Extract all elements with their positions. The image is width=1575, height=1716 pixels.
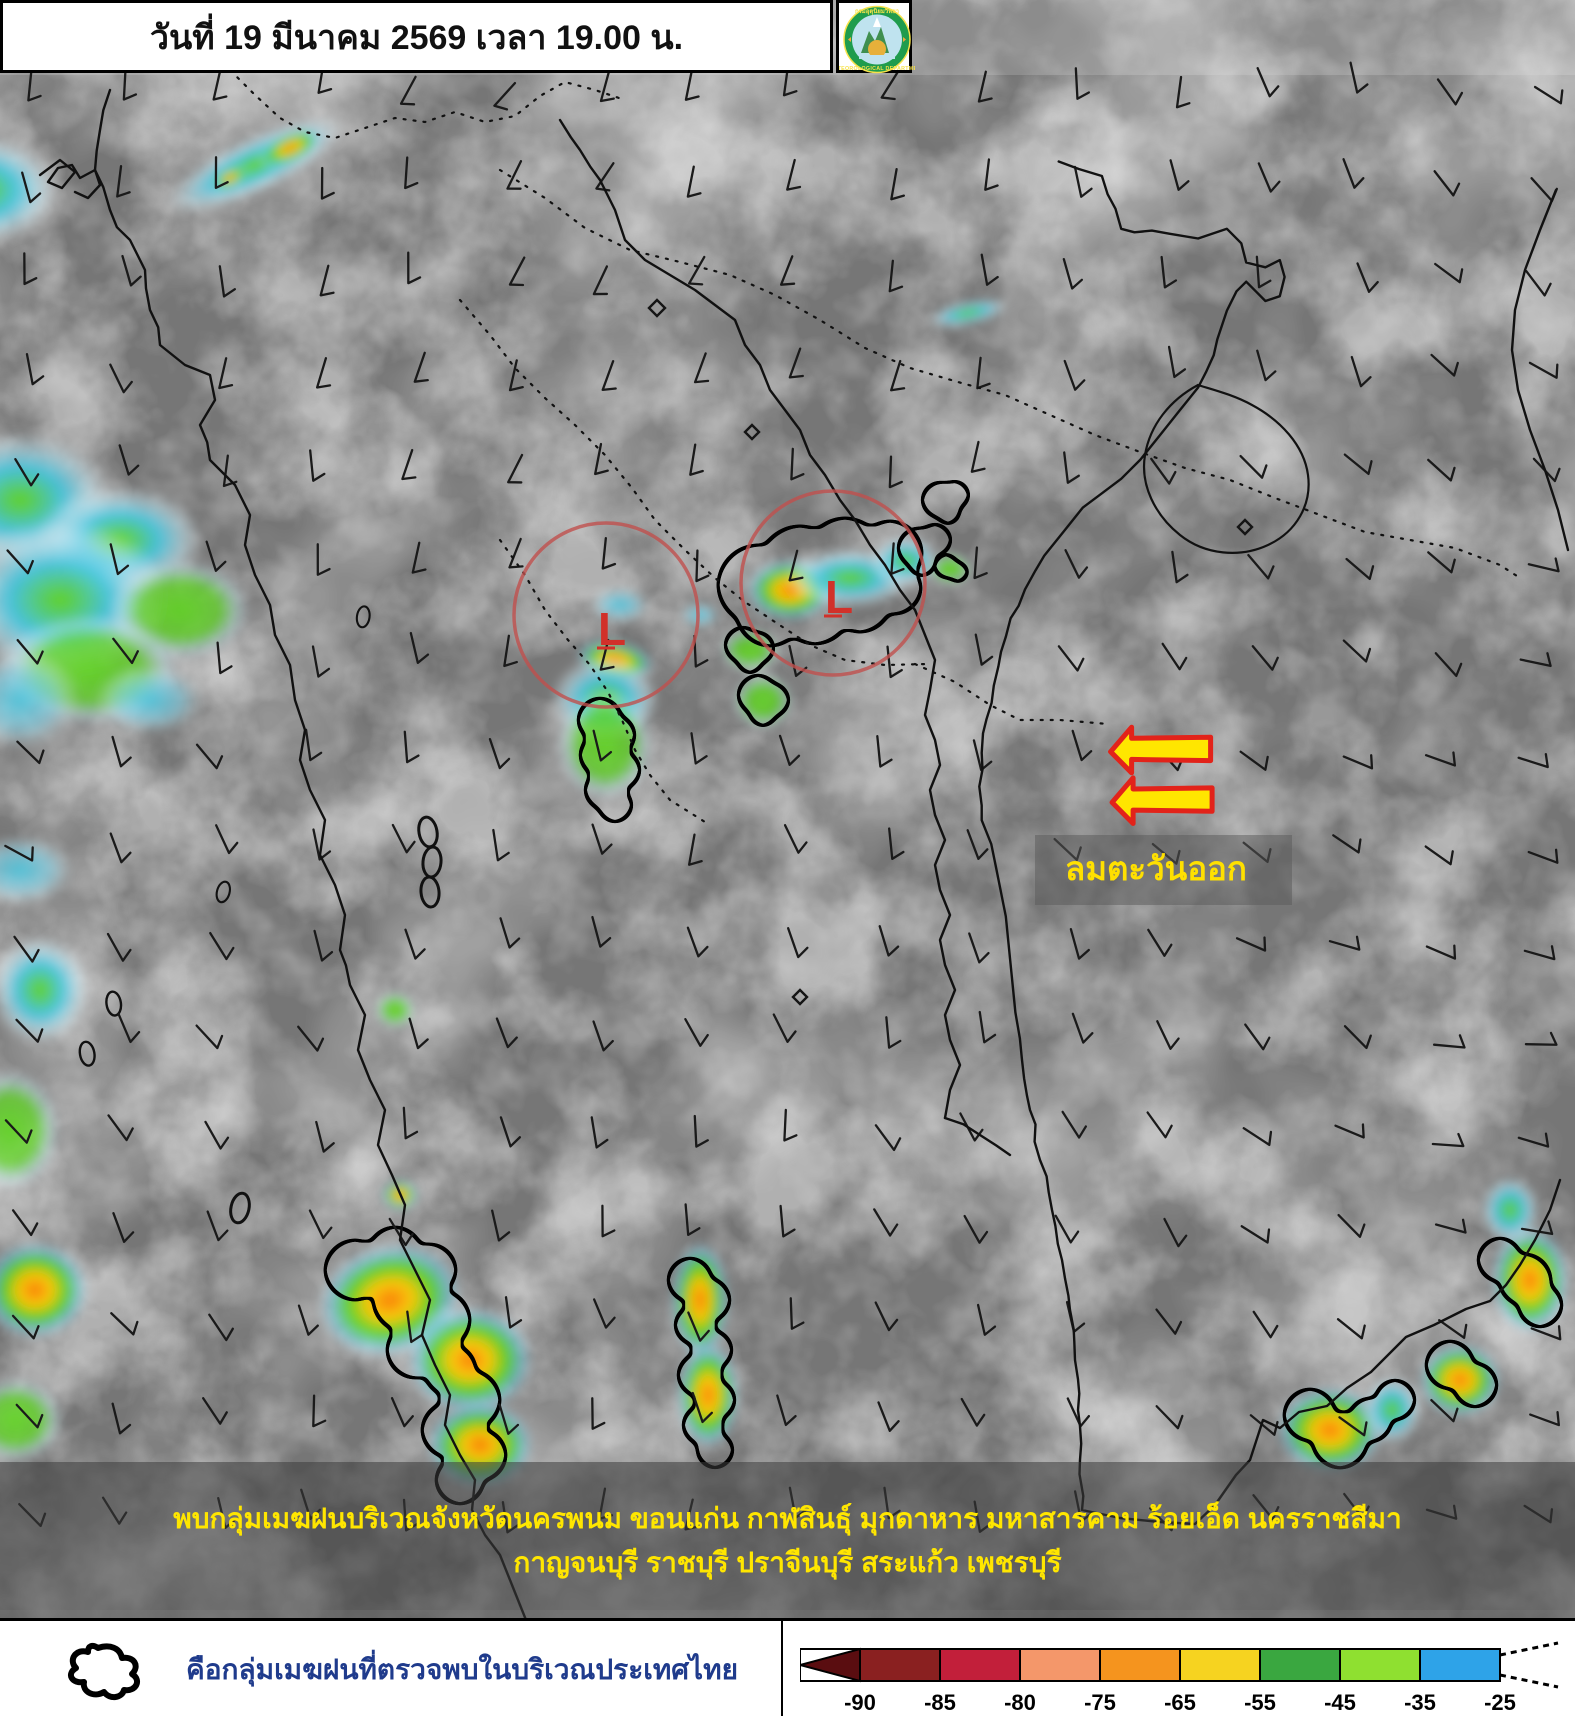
svg-text:-90: -90 (844, 1690, 876, 1715)
svg-text:-55: -55 (1244, 1690, 1276, 1715)
svg-text:-85: -85 (924, 1690, 956, 1715)
svg-text:กรมอุตุนิยมวิทยา: กรมอุตุนิยมวิทยา (855, 7, 899, 15)
svg-text:-75: -75 (1084, 1690, 1116, 1715)
svg-text:-80: -80 (1004, 1690, 1036, 1715)
svg-text:-65: -65 (1164, 1690, 1196, 1715)
svg-text:METEOROLOGICAL DEPARTMENT: METEOROLOGICAL DEPARTMENT (839, 66, 915, 72)
svg-text:-45: -45 (1324, 1690, 1356, 1715)
svg-text:-35: -35 (1404, 1690, 1436, 1715)
svg-text:ลมตะวันออก: ลมตะวันออก (1065, 850, 1247, 887)
svg-text:-25: -25 (1484, 1690, 1516, 1715)
